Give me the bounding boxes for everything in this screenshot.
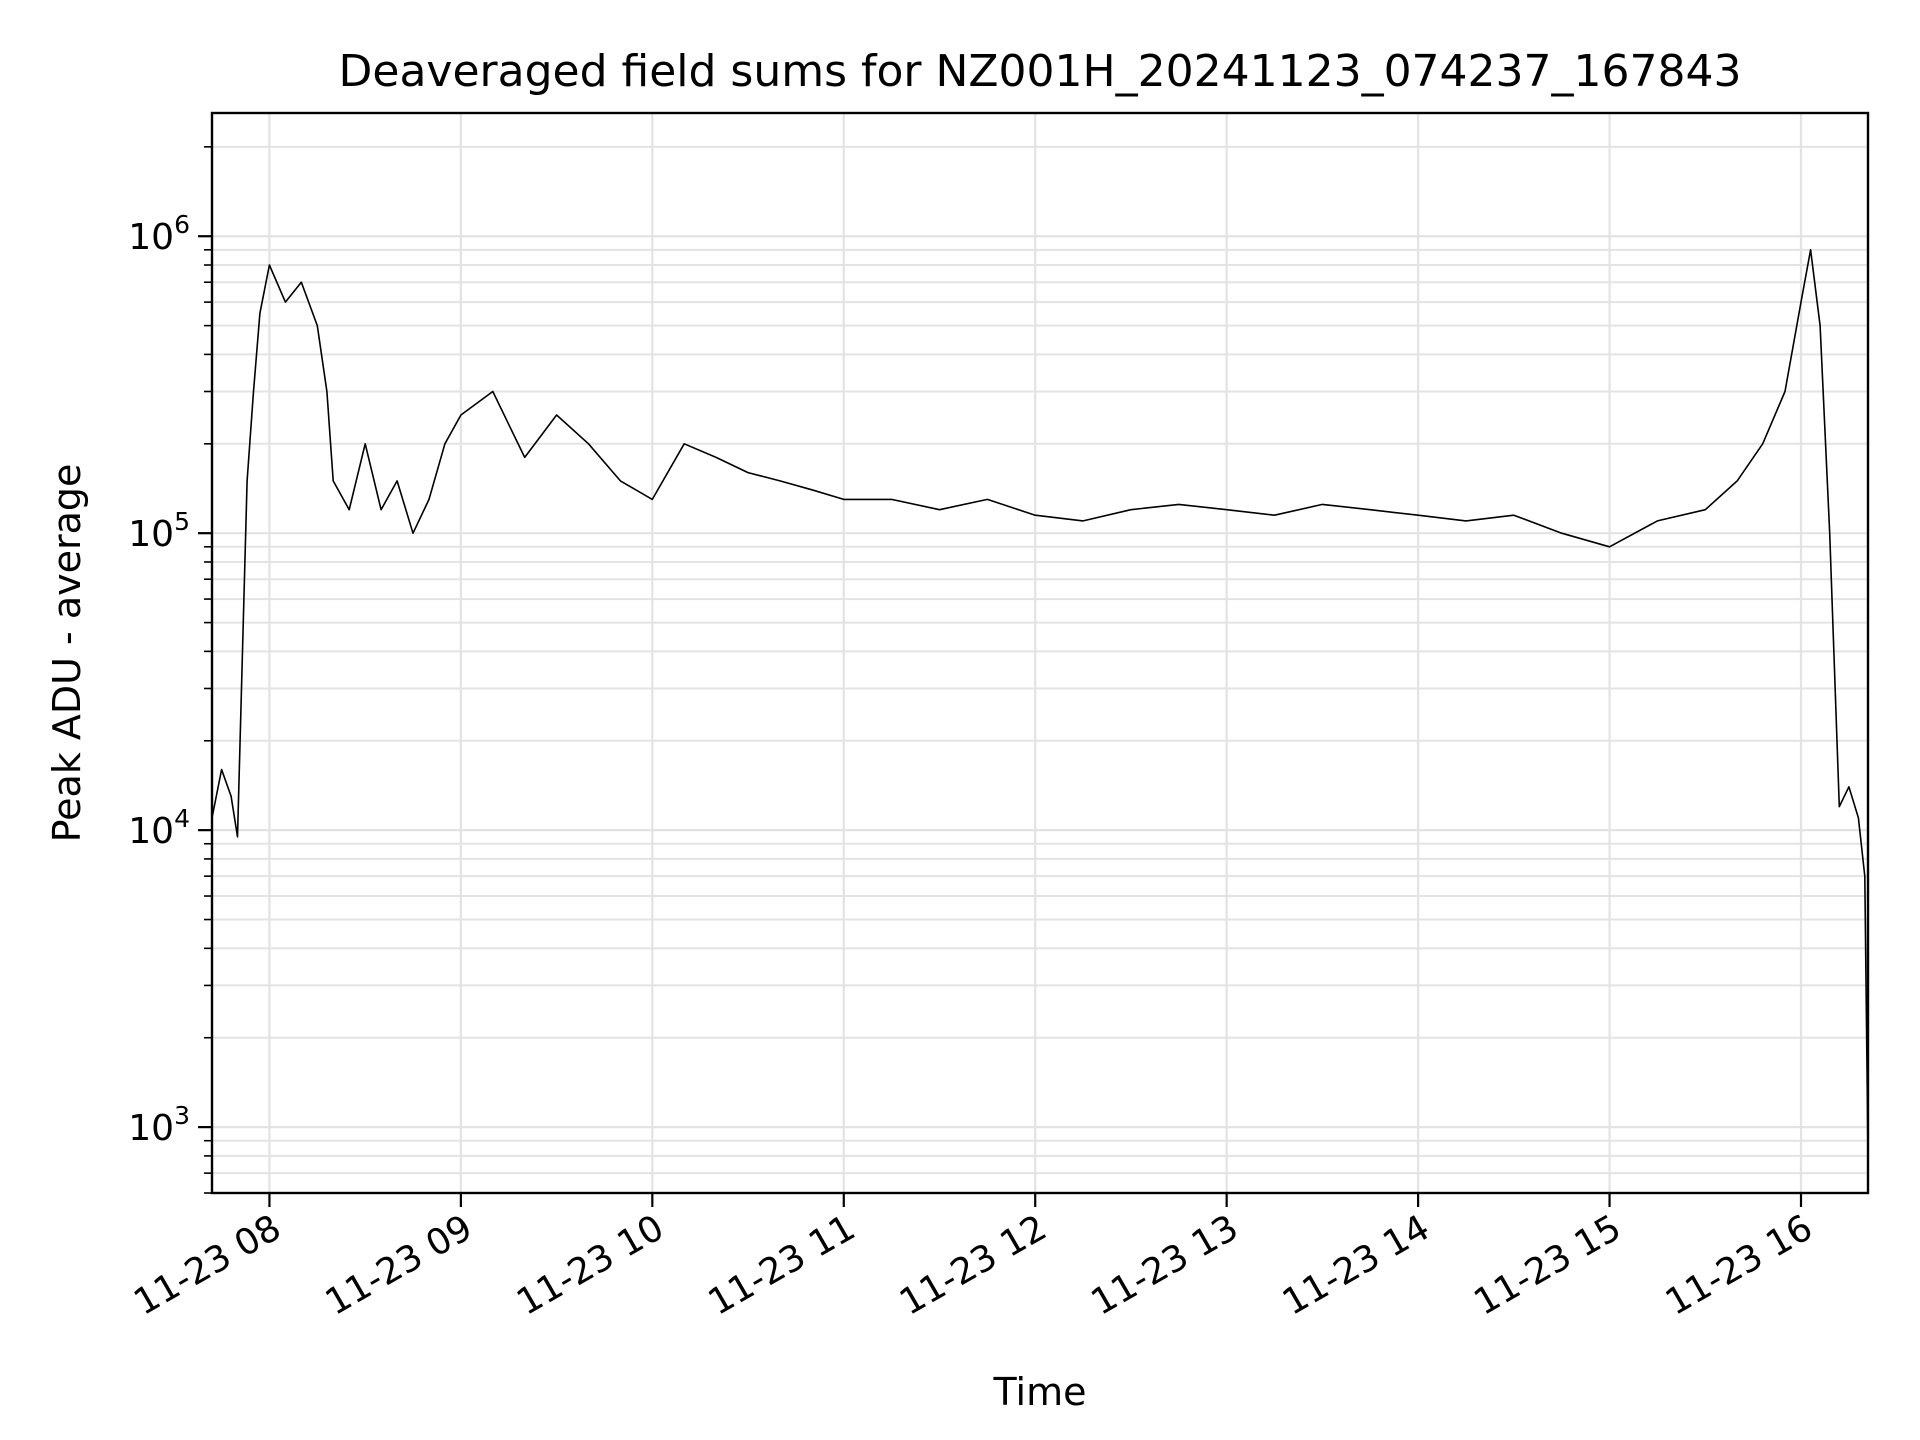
y-axis-label: Peak ADU - average [45,464,89,843]
y-tick-label: 103 [128,1101,190,1149]
x-axis-label: Time [993,1370,1087,1414]
grid-layer [212,113,1868,1194]
y-tick-label: 104 [128,804,190,852]
plot-frame [210,111,1870,1195]
chart-title: Deaveraged field sums for NZ001H_2024112… [339,46,1742,97]
series-line [211,249,1869,1156]
series-layer [211,249,1869,1156]
y-tick-label: 105 [128,507,190,555]
y-tick-label: 106 [128,210,190,258]
